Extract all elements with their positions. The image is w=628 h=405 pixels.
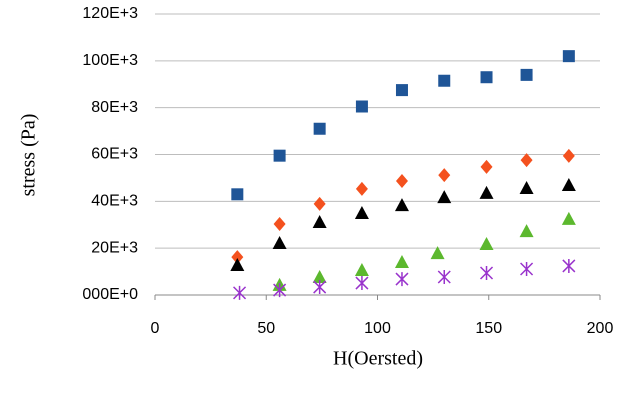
y-tick-label: 60E+3 [91, 146, 138, 163]
point [395, 272, 409, 287]
point [231, 250, 244, 265]
y-axis-label: stress (Pa) [18, 114, 40, 197]
point [480, 71, 493, 84]
point [272, 236, 287, 250]
y-tick-label: 80E+3 [91, 99, 138, 116]
point [355, 276, 369, 291]
point [479, 265, 494, 280]
point [355, 181, 368, 196]
point [233, 285, 247, 300]
point [313, 280, 327, 295]
point [520, 262, 534, 277]
point [313, 122, 326, 135]
y-tick-label: 100E+3 [82, 52, 138, 69]
point [230, 258, 245, 272]
y-tick-label: 000E+0 [82, 286, 138, 303]
y-tick-label: 40E+3 [91, 193, 138, 210]
point [394, 198, 409, 212]
point [438, 74, 451, 87]
point [313, 196, 326, 211]
point [437, 190, 452, 204]
point [430, 246, 445, 260]
point [273, 217, 286, 232]
point [437, 269, 451, 284]
point [520, 68, 533, 81]
point [273, 149, 286, 162]
point [480, 159, 493, 174]
point [562, 50, 575, 63]
y-tick-label: 120E+3 [82, 5, 138, 22]
point [561, 211, 576, 225]
point [354, 206, 369, 220]
x-axis-label: H(Oersted) [333, 348, 423, 370]
x-tick-label: 100 [364, 320, 391, 337]
point [520, 153, 533, 168]
point [312, 269, 327, 283]
point [355, 100, 368, 113]
x-tick-label: 150 [475, 320, 502, 337]
x-tick-label: 0 [151, 320, 160, 337]
point [312, 214, 327, 228]
point [273, 283, 287, 298]
x-tick-label: 200 [587, 320, 614, 337]
point [354, 262, 369, 276]
point [519, 180, 534, 194]
point [562, 258, 576, 273]
point [395, 84, 408, 97]
y-tick-label: 20E+3 [91, 239, 138, 256]
point [438, 168, 451, 183]
point [561, 177, 576, 191]
point [395, 173, 408, 188]
x-tick-label: 50 [257, 320, 275, 337]
point [231, 188, 244, 201]
point [519, 224, 534, 238]
point [394, 254, 409, 268]
point [562, 148, 575, 163]
point [479, 236, 494, 250]
point [479, 185, 494, 199]
